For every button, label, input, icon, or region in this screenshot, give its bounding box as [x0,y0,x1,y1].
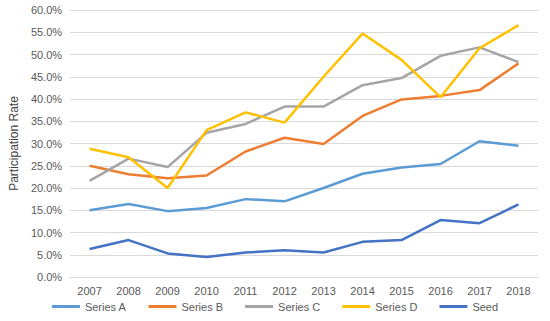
svg-text:2012: 2012 [272,285,296,297]
svg-text:25.0%: 25.0% [31,160,62,172]
svg-text:0.0%: 0.0% [37,271,62,283]
svg-text:5.0%: 5.0% [37,249,62,261]
svg-text:Series C: Series C [278,301,320,313]
svg-text:2010: 2010 [194,285,218,297]
svg-text:2009: 2009 [155,285,179,297]
svg-text:Participation Rate: Participation Rate [7,96,21,191]
svg-text:Series D: Series D [375,301,417,313]
svg-text:Series B: Series B [181,301,223,313]
svg-text:Series A: Series A [85,301,127,313]
svg-text:2011: 2011 [234,285,258,297]
svg-text:2018: 2018 [506,285,530,297]
svg-text:55.0%: 55.0% [31,26,62,38]
svg-text:60.0%: 60.0% [31,4,62,16]
svg-text:10.0%: 10.0% [31,227,62,239]
svg-text:40.0%: 40.0% [31,93,62,105]
svg-text:Seed: Seed [472,301,498,313]
svg-text:35.0%: 35.0% [31,115,62,127]
svg-text:2013: 2013 [311,285,335,297]
svg-text:50.0%: 50.0% [31,49,62,61]
svg-text:20.0%: 20.0% [31,182,62,194]
svg-text:2007: 2007 [77,285,101,297]
svg-text:2008: 2008 [116,285,140,297]
svg-text:2015: 2015 [389,285,413,297]
svg-text:2017: 2017 [467,285,491,297]
svg-text:2014: 2014 [350,285,374,297]
svg-text:45.0%: 45.0% [31,71,62,83]
svg-text:2016: 2016 [428,285,452,297]
svg-text:15.0%: 15.0% [31,204,62,216]
svg-text:30.0%: 30.0% [31,138,62,150]
